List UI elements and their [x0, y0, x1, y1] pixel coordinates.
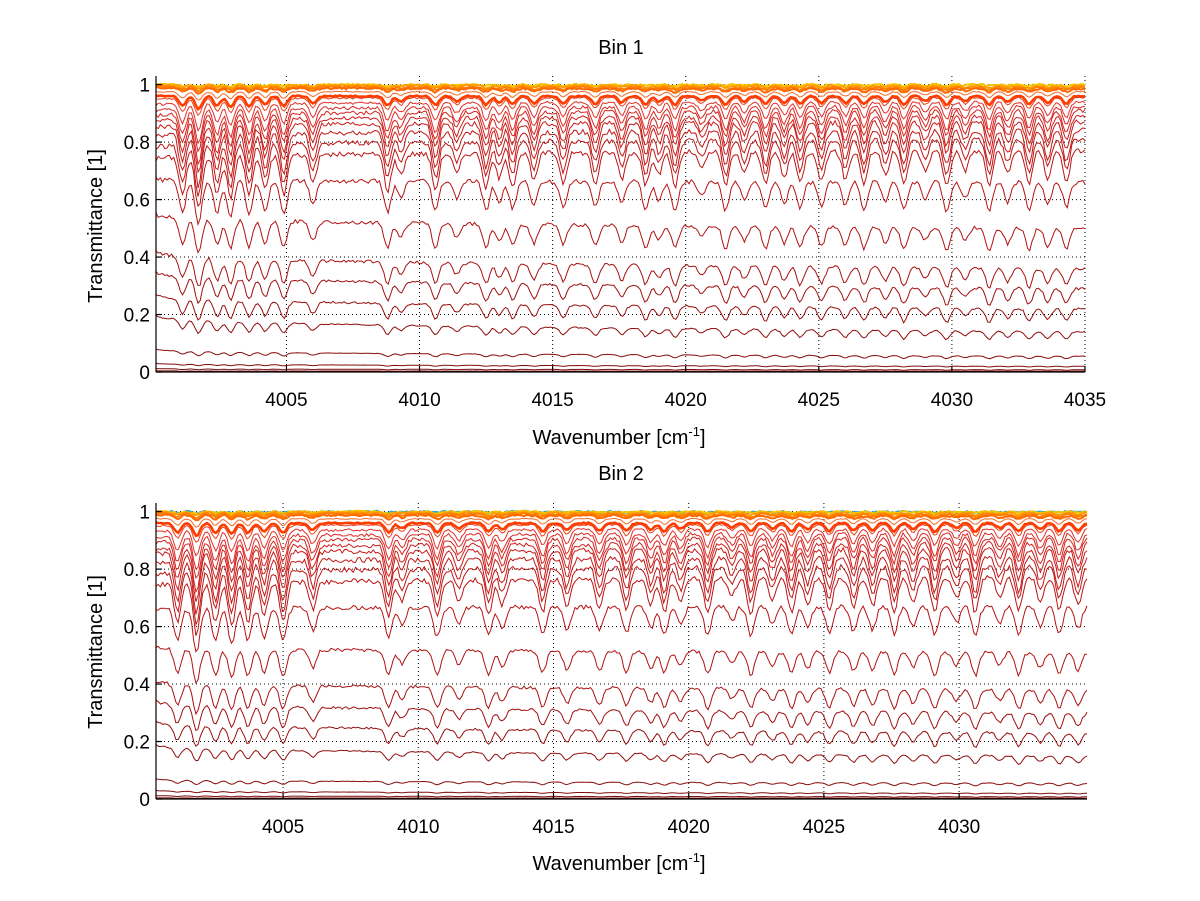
- series-line: [155, 108, 1086, 153]
- subplot-bin-1: Bin 1 4005 4010 4015 4020 4025 4030 4035 00.20…: [85, 37, 1106, 449]
- series-line: [155, 212, 1086, 254]
- series-line: [155, 314, 1086, 341]
- series-line: [155, 536, 1088, 579]
- axes: [155, 76, 1086, 373]
- y-tick-label: 0.6: [124, 191, 150, 212]
- series-line: [155, 604, 1088, 653]
- x-tick-label: 4010: [397, 817, 439, 838]
- series-line: [155, 521, 1088, 538]
- y-tick-labels: 0 0.2 0.4 0.6 0.8 1: [124, 503, 151, 811]
- series-line: [155, 368, 1085, 371]
- y-axis-label: Transmittance [1]: [85, 149, 107, 303]
- series-line: [155, 370, 1085, 372]
- series-line: [155, 513, 1088, 522]
- series-line: [155, 127, 1086, 189]
- series-line: [155, 294, 1086, 324]
- series-group: [155, 509, 1088, 799]
- grid: [156, 76, 1086, 372]
- series-line: [155, 778, 1088, 787]
- series-line: [155, 546, 1088, 602]
- series-line: [155, 82, 1086, 91]
- x-tick-label: 4020: [668, 817, 710, 838]
- series-line: [155, 114, 1086, 166]
- series-line: [155, 789, 1087, 795]
- x-tick-label: 4005: [265, 390, 307, 411]
- y-tick-label: 0.4: [124, 248, 151, 269]
- chart-title: Bin 2: [598, 463, 644, 485]
- y-tick-label: 1: [139, 76, 150, 97]
- y-axis-label: Transmittance [1]: [85, 575, 107, 729]
- series-line: [155, 509, 1088, 515]
- series-line: [155, 563, 1088, 627]
- series-line: [155, 84, 1086, 93]
- y-tick-labels: 0 0.2 0.4 0.6 0.8 1: [124, 76, 151, 384]
- series-line: [155, 90, 1086, 101]
- y-tick-label: 0.8: [124, 133, 150, 154]
- x-tick-labels: 4005 4010 4015 4020 4025 4030: [262, 817, 980, 838]
- y-tick-label: 0: [139, 363, 150, 384]
- series-line: [155, 574, 1088, 636]
- series-line: [155, 743, 1088, 766]
- y-tick-label: 0.4: [124, 675, 151, 696]
- series-line: [155, 527, 1088, 557]
- series-line: [156, 797, 1087, 799]
- x-tick-label: 4025: [798, 390, 840, 411]
- series-line: [155, 645, 1088, 685]
- x-tick-label: 4015: [532, 817, 574, 838]
- series-line: [155, 94, 1086, 112]
- series-group: [155, 82, 1086, 372]
- x-axis-label: Wavenumber [cm-1]: [532, 424, 705, 449]
- series-line: [155, 348, 1086, 360]
- series-line: [155, 795, 1088, 798]
- y-tick-label: 1: [139, 503, 150, 524]
- x-tick-label: 4035: [1064, 390, 1106, 411]
- x-tick-label: 4030: [938, 817, 980, 838]
- x-tick-label: 4030: [931, 390, 973, 411]
- y-tick-label: 0.2: [124, 733, 150, 754]
- x-tick-labels: 4005 4010 4015 4020 4025 4030 4035: [265, 390, 1106, 411]
- series-line: [155, 681, 1088, 716]
- series-line: [155, 104, 1086, 145]
- x-axis-label: Wavenumber [cm-1]: [532, 850, 705, 875]
- series-line: [155, 362, 1085, 368]
- series-line: [155, 250, 1086, 290]
- y-tick-label: 0.6: [124, 618, 150, 639]
- y-tick-label: 0.8: [124, 560, 150, 581]
- series-line: [155, 720, 1088, 748]
- series-line: [155, 531, 1088, 570]
- y-tick-label: 0.2: [124, 306, 150, 327]
- x-tick-label: 4025: [803, 817, 845, 838]
- series-line: [155, 699, 1088, 732]
- subplot-bin-2: Bin 2 4005 4010 4015 4020 4025 4030 0 0.2 0.4 0.…: [85, 463, 1088, 875]
- series-line: [155, 119, 1086, 174]
- series-line: [155, 136, 1086, 197]
- series-line: [155, 148, 1086, 208]
- x-tick-label: 4015: [531, 390, 573, 411]
- series-line: [155, 271, 1086, 306]
- series-line: [155, 541, 1088, 594]
- x-tick-label: 4010: [398, 390, 440, 411]
- series-line: [155, 96, 1086, 117]
- x-tick-label: 4005: [262, 817, 304, 838]
- series-line: [155, 177, 1086, 227]
- series-line: [155, 523, 1088, 543]
- series-line: [155, 511, 1088, 520]
- chart-title: Bin 1: [598, 37, 644, 59]
- x-tick-label: 4020: [665, 390, 707, 411]
- series-line: [155, 555, 1088, 615]
- series-line: [155, 100, 1086, 132]
- series-line: [155, 86, 1086, 95]
- series-line: [156, 517, 1088, 528]
- axes: [155, 503, 1087, 800]
- y-tick-label: 0: [139, 790, 150, 811]
